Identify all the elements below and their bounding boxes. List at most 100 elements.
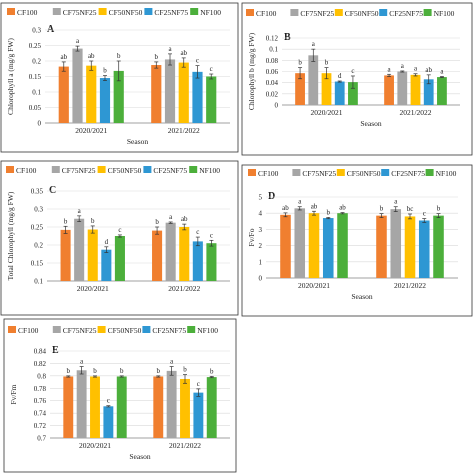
- significance-label: a: [298, 198, 302, 206]
- bar-NF100-2021/2022: [433, 215, 444, 278]
- significance-label: a: [401, 62, 405, 70]
- bar-CF50NF50-2021/2022: [180, 378, 190, 438]
- significance-label: ab: [282, 204, 289, 212]
- y-tick-label: 1: [259, 258, 263, 266]
- y-tick-label: 0: [38, 120, 42, 128]
- legend-label: CF100: [17, 8, 38, 17]
- legend-label: CF25NF75: [154, 8, 188, 17]
- significance-label: d: [105, 238, 109, 246]
- x-tick-label: 2020/2021: [77, 284, 109, 293]
- significance-label: a: [394, 198, 398, 206]
- y-axis-label: Fv/Fm: [9, 384, 18, 404]
- bar-CF25NF75-2021/2022: [192, 241, 203, 281]
- legend-swatch-CF25NF75: [379, 9, 388, 16]
- significance-label: a: [388, 65, 392, 73]
- significance-label: ab: [88, 52, 95, 60]
- bar-NF100-2020/2021: [348, 82, 358, 105]
- panel-D: CF100 CF75NF25 CF50NF50 CF25NF75 NF100 D 0 1 2 3 4…: [241, 164, 473, 317]
- bar-CF25NF75-2020/2021: [334, 81, 345, 105]
- x-tick-label: 2020/2021: [310, 108, 342, 117]
- significance-label: a: [169, 213, 173, 221]
- bar-CF100-2021/2022: [151, 65, 162, 123]
- bar-NF100-2020/2021: [337, 213, 348, 278]
- legend-swatch-CF50NF50: [98, 8, 107, 15]
- legend-swatch-CF100: [246, 9, 254, 16]
- legend-swatch-CF100: [6, 166, 14, 173]
- bar-CF50NF50-2021/2022: [179, 227, 190, 281]
- legend-label: CF25NF75: [153, 166, 187, 175]
- legend-label: CF25NF75: [391, 169, 425, 178]
- legend-swatch-CF50NF50: [97, 326, 106, 333]
- panel-letter: A: [47, 24, 55, 35]
- significance-label: c: [210, 65, 213, 73]
- y-tick-label: 0.74: [34, 410, 47, 418]
- bar-NF100-2020/2021: [114, 236, 125, 281]
- legend-swatch-CF100: [7, 8, 15, 15]
- y-tick-label: 0.82: [34, 360, 47, 368]
- legend-swatch-CF50NF50: [336, 169, 345, 176]
- significance-label: b: [117, 52, 121, 60]
- x-axis-label: Season: [129, 452, 150, 461]
- y-tick-label: 0: [259, 275, 263, 283]
- significance-label: a: [168, 45, 172, 53]
- y-axis-label: Total Chlorophyll (mg/g FW): [6, 191, 15, 280]
- legend-swatch-CF75NF25: [290, 9, 299, 16]
- legend-label: CF75NF25: [300, 9, 334, 18]
- significance-label: b: [327, 208, 331, 216]
- bar-NF100-2021/2022: [206, 243, 217, 281]
- legend-label: CF100: [16, 166, 37, 175]
- y-tick-label: 0.12: [266, 35, 279, 43]
- bar-CF75NF25-2021/2022: [164, 59, 176, 123]
- bar-CF100-2021/2022: [152, 230, 163, 281]
- bar-NF100-2020/2021: [113, 70, 124, 123]
- bar-CF25NF75-2020/2021: [101, 249, 112, 281]
- x-tick-label: 2020/2021: [79, 441, 111, 450]
- bar-CF25NF75-2021/2022: [193, 392, 204, 438]
- y-tick-label: 0.8: [37, 372, 46, 380]
- y-tick-label: 0.1: [32, 89, 41, 97]
- significance-label: a: [76, 37, 80, 45]
- bar-CF25NF75-2020/2021: [322, 218, 334, 278]
- bar-CF75NF25-2020/2021: [74, 218, 85, 281]
- legend-swatch-CF75NF25: [51, 166, 60, 173]
- bar-CF75NF25-2020/2021: [294, 208, 306, 278]
- legend-swatch-CF50NF50: [97, 166, 106, 173]
- legend-label: CF100: [258, 169, 279, 178]
- significance-label: b: [67, 367, 71, 375]
- y-tick-label: 4: [259, 210, 263, 218]
- bar-CF50NF50-2021/2022: [410, 74, 421, 105]
- legend-label: NF100: [434, 9, 455, 18]
- bar-CF50NF50-2020/2021: [87, 229, 98, 281]
- y-tick-label: 0.1: [269, 46, 278, 54]
- significance-label: ab: [425, 66, 432, 74]
- bar-CF75NF25-2021/2022: [397, 71, 408, 105]
- bar-CF50NF50-2021/2022: [404, 216, 416, 278]
- legend-label: CF50NF50: [347, 169, 381, 178]
- significance-label: c: [118, 226, 121, 234]
- significance-label: ab: [180, 49, 187, 57]
- bar-CF25NF75-2021/2022: [192, 71, 203, 123]
- legend-swatch-CF25NF75: [381, 169, 390, 176]
- significance-label: b: [157, 367, 161, 375]
- y-tick-label: 0.02: [266, 90, 279, 98]
- y-tick-label: 0.7: [37, 435, 46, 443]
- legend-swatch-NF100: [425, 169, 434, 176]
- bar-CF50NF50-2021/2022: [178, 62, 189, 123]
- legend-label: CF75NF25: [63, 8, 97, 17]
- legend-label: CF75NF25: [302, 169, 336, 178]
- legend-swatch-CF25NF75: [142, 326, 151, 333]
- significance-label: c: [351, 67, 354, 75]
- panel-letter: D: [268, 191, 275, 202]
- bar-CF100-2020/2021: [295, 73, 305, 105]
- significance-label: a: [80, 358, 84, 366]
- panel-A: CF100 CF75NF25 CF50NF50 CF25NF75 NF100 A 0 0.05…: [0, 2, 239, 153]
- legend-label: CF50NF50: [109, 8, 143, 17]
- legend-label: CF50NF50: [108, 326, 142, 335]
- significance-label: bc: [407, 205, 414, 213]
- significance-label: d: [338, 72, 342, 80]
- bar-CF100-2021/2022: [376, 215, 387, 278]
- bar-CF75NF25-2020/2021: [72, 48, 83, 123]
- legend: CF100 CF75NF25 CF50NF50 CF25NF75 NF100: [6, 166, 220, 175]
- bar-CF75NF25-2021/2022: [390, 209, 402, 278]
- legend-label: NF100: [200, 8, 221, 17]
